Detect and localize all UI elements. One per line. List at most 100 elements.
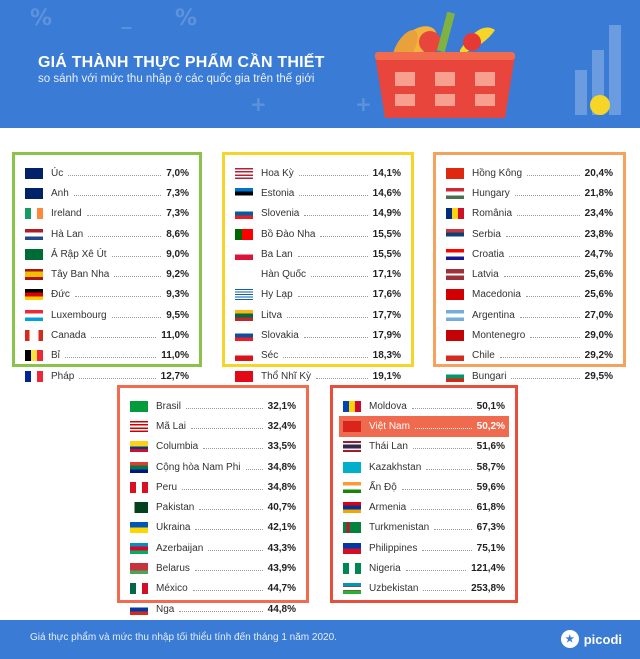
country-panel: Úc 7,0% Anh 7,3% Ireland 7,3% Hà Lan 8,6% Ả Rập … (12, 152, 202, 382)
country-panel: Brasil 32,1% Mã Lai 32,4% Columbia 33,5% Cộng … (117, 385, 309, 615)
country-row: Bungari 29,5% (446, 366, 613, 386)
ua-flag-icon (130, 522, 148, 534)
country-name: Pháp (51, 370, 75, 382)
cz-flag-icon (235, 350, 253, 362)
page-subtitle: so sánh với mức thu nhập ở các quốc gia … (38, 73, 315, 85)
country-panel: Hồng Kông 20,4% Hungary 21,8% România 23,4% Se… (433, 152, 626, 382)
country-name: Cộng hòa Nam Phi (156, 461, 241, 473)
country-name: Ireland (51, 208, 82, 220)
country-name: Canada (51, 330, 87, 342)
country-name: Luxembourg (51, 309, 107, 321)
country-row: Kazakhstan 58,7% (343, 457, 505, 477)
dot-leader (64, 357, 157, 359)
plus-decoration-icon: + (250, 92, 267, 116)
country-value: 17,9% (372, 330, 401, 342)
country-row: Ba Lan 15,5% (235, 244, 401, 264)
country-row: Hàn Quốc 17,1% (235, 264, 401, 284)
es-flag-icon (25, 269, 43, 281)
country-value: 9,2% (166, 269, 189, 281)
country-row: Thái Lan 51,6% (343, 437, 505, 457)
country-row: Macedonia 25,6% (446, 285, 613, 305)
country-name: Hàn Quốc (261, 269, 307, 281)
country-value: 51,6% (476, 441, 505, 453)
country-row: Hồng Kông 20,4% (446, 163, 613, 183)
country-row: Hoa Kỳ 14,1% (235, 163, 401, 183)
page-title: GIÁ THÀNH THỰC PHẨM CẦN THIẾT (38, 54, 325, 71)
bar-decoration-icon (575, 25, 621, 115)
th-flag-icon (343, 441, 361, 453)
country-value: 59,6% (476, 481, 505, 493)
dot-leader (525, 296, 580, 298)
country-name: Peru (156, 481, 178, 493)
dot-leader (79, 377, 156, 379)
country-row: Anh 7,3% (25, 183, 189, 203)
hr-flag-icon (446, 248, 464, 260)
dot-leader (74, 296, 162, 298)
country-name: Columbia (156, 441, 199, 453)
country-value: 17,1% (372, 269, 401, 281)
dot-leader (179, 610, 263, 612)
country-name: Anh (51, 187, 69, 199)
country-row: România 23,4% (446, 204, 613, 224)
country-value: 27,0% (584, 309, 613, 321)
country-name: Thái Lan (369, 441, 408, 453)
country-value: 9,3% (166, 289, 189, 301)
country-value: 75,1% (476, 542, 505, 554)
minus-decoration-icon: − (120, 18, 134, 37)
country-value: 8,6% (166, 228, 189, 240)
country-value: 24,7% (584, 248, 613, 260)
country-name: Brasil (156, 400, 182, 412)
country-name: México (156, 583, 188, 595)
dot-leader (208, 549, 263, 551)
bg-flag-icon (446, 370, 464, 382)
country-row: México 44,7% (130, 579, 296, 599)
tr-flag-icon (235, 370, 253, 382)
country-row: Nga 44,8% (130, 599, 296, 619)
country-row: Slovakia 17,9% (235, 325, 401, 345)
country-row: Ấn Độ 59,6% (343, 477, 505, 497)
country-name: Hoa Kỳ (261, 167, 294, 179)
ee-flag-icon (235, 187, 253, 199)
country-value: 15,5% (372, 228, 401, 240)
dot-leader (88, 235, 162, 237)
country-row: Luxembourg 9,5% (25, 305, 189, 325)
br-flag-icon (130, 400, 148, 412)
country-row: Ukraina 42,1% (130, 518, 296, 538)
footer-bar: Giá thực phẩm và mức thu nhập tối thiểu … (0, 620, 640, 659)
country-name: Hà Lan (51, 228, 84, 240)
dot-leader (186, 407, 263, 409)
country-row: Azerbaijan 43,3% (130, 538, 296, 558)
country-row: Tây Ban Nha 9,2% (25, 264, 189, 284)
country-value: 17,6% (372, 289, 401, 301)
country-row: Philippines 75,1% (343, 538, 505, 558)
be-flag-icon (25, 350, 43, 362)
tm-flag-icon (343, 522, 361, 534)
dot-leader (499, 357, 580, 359)
country-name: Bồ Đào Nha (261, 228, 316, 240)
country-name: Moldova (369, 400, 407, 412)
si-flag-icon (235, 208, 253, 220)
country-value: 32,4% (267, 420, 296, 432)
dot-leader (287, 316, 368, 318)
country-value: 32,1% (267, 400, 296, 412)
country-row: Đức 9,3% (25, 285, 189, 305)
au-flag-icon (25, 167, 43, 179)
country-row: Bồ Đào Nha 15,5% (235, 224, 401, 244)
ng-flag-icon (343, 563, 361, 575)
country-row: Chile 29,2% (446, 346, 613, 366)
country-value: 67,3% (476, 522, 505, 534)
country-value: 11,0% (161, 330, 189, 342)
picodi-logo-icon: ★ (560, 630, 579, 648)
country-row: Croatia 24,7% (446, 244, 613, 264)
country-name: Hy Lạp (261, 289, 293, 301)
lu-flag-icon (25, 309, 43, 321)
dot-leader (503, 276, 580, 278)
country-row: Belarus 43,9% (130, 558, 296, 578)
country-name: Armenia (369, 502, 407, 514)
mk-flag-icon (446, 289, 464, 301)
me-flag-icon (446, 330, 464, 342)
ar-flag-icon (446, 309, 464, 321)
country-value: 44,8% (267, 603, 296, 615)
country-row: Columbia 33,5% (130, 437, 296, 457)
country-value: 43,9% (267, 563, 296, 575)
